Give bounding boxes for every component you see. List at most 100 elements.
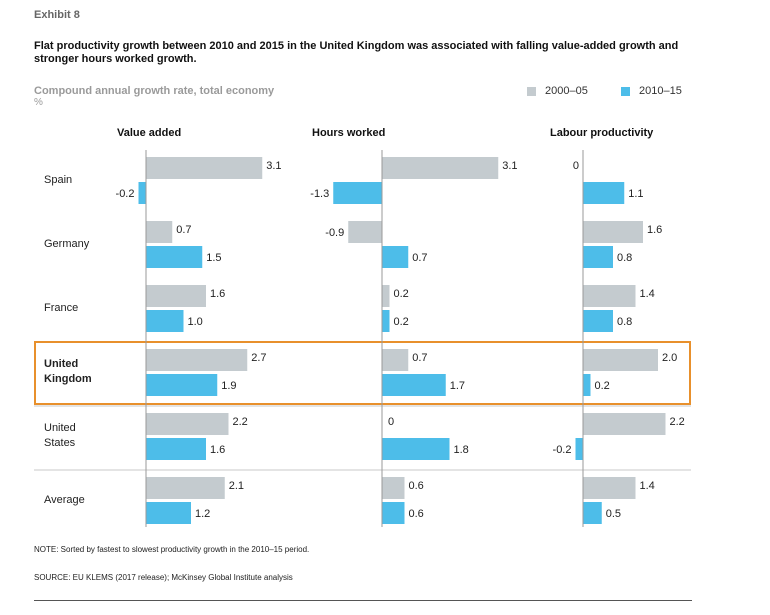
country-label-line: United <box>44 358 79 370</box>
bar-value-added-germany-2000-05 <box>146 221 173 243</box>
data-label-labour-productivity-united-kingdom-2010-15: 0.2 <box>595 380 610 392</box>
bar-value-added-united-states-2010-15 <box>146 438 206 460</box>
bar-labour-productivity-germany-2000-05 <box>583 221 643 243</box>
bar-value-added-average-2010-15 <box>146 502 191 524</box>
data-label-labour-productivity-united-kingdom-2000-05: 2.0 <box>662 352 677 364</box>
bar-labour-productivity-average-2010-15 <box>583 502 602 524</box>
data-label-hours-worked-average-2000-05: 0.6 <box>409 480 424 492</box>
country-label-line: Spain <box>44 173 73 186</box>
panel-title-labour-productivity: Labour productivity <box>550 127 654 139</box>
bar-hours-worked-france-2010-15 <box>382 310 390 332</box>
bar-labour-productivity-united-states-2000-05 <box>583 413 666 435</box>
bar-value-added-united-kingdom-2000-05 <box>146 349 248 371</box>
bar-labour-productivity-united-kingdom-2000-05 <box>583 349 658 371</box>
data-label-value-added-average-2010-15: 1.2 <box>195 508 210 520</box>
country-label-line: United <box>44 422 76 434</box>
bar-value-added-spain-2000-05 <box>146 157 263 179</box>
legend-item-2000-05: 2000–05 <box>527 85 588 97</box>
data-label-hours-worked-germany-2000-05: -0.9 <box>325 227 344 239</box>
data-label-labour-productivity-france-2000-05: 1.4 <box>640 288 655 300</box>
data-label-value-added-united-states-2000-05: 2.2 <box>233 416 248 428</box>
country-label-average: Average <box>44 493 85 508</box>
bar-hours-worked-germany-2010-15 <box>382 246 409 268</box>
bar-hours-worked-france-2000-05 <box>382 285 390 307</box>
bar-value-added-france-2000-05 <box>146 285 206 307</box>
legend-label-2010-15: 2010–15 <box>639 85 682 97</box>
bar-value-added-spain-2010-15 <box>138 182 146 204</box>
chart-subtitle: Compound annual growth rate, total econo… <box>34 85 275 97</box>
country-label-line: Average <box>44 493 85 506</box>
bar-hours-worked-spain-2010-15 <box>333 182 382 204</box>
bar-hours-worked-united-states-2010-15 <box>382 438 450 460</box>
exhibit-label: Exhibit 8 <box>34 9 80 21</box>
data-label-hours-worked-spain-2010-15: -1.3 <box>310 188 329 200</box>
country-label-line: Germany <box>44 237 90 250</box>
data-label-hours-worked-united-states-2010-15: 1.8 <box>454 444 469 456</box>
data-label-labour-productivity-spain-2010-15: 1.1 <box>628 188 643 200</box>
bar-hours-worked-united-kingdom-2010-15 <box>382 374 446 396</box>
bar-value-added-united-kingdom-2010-15 <box>146 374 218 396</box>
footer-rule <box>34 600 692 601</box>
data-label-value-added-average-2000-05: 2.1 <box>229 480 244 492</box>
bar-hours-worked-average-2000-05 <box>382 477 405 499</box>
data-label-value-added-spain-2010-15: -0.2 <box>116 188 135 200</box>
highlight-box-united-kingdom <box>34 341 691 405</box>
data-label-labour-productivity-average-2000-05: 1.4 <box>640 480 655 492</box>
data-label-hours-worked-france-2000-05: 0.2 <box>394 288 409 300</box>
bar-labour-productivity-united-kingdom-2010-15 <box>583 374 591 396</box>
country-label-line: States <box>44 437 76 449</box>
country-label-france: France <box>44 301 78 316</box>
data-label-value-added-france-2000-05: 1.6 <box>210 288 225 300</box>
data-label-labour-productivity-united-states-2010-15: -0.2 <box>553 444 572 456</box>
unit-label: % <box>34 97 43 108</box>
data-label-hours-worked-france-2010-15: 0.2 <box>394 316 409 328</box>
data-label-labour-productivity-france-2010-15: 0.8 <box>617 316 632 328</box>
data-label-labour-productivity-united-states-2000-05: 2.2 <box>670 416 685 428</box>
data-label-value-added-united-states-2010-15: 1.6 <box>210 444 225 456</box>
panel-title-hours-worked: Hours worked <box>312 127 386 139</box>
bar-hours-worked-germany-2000-05 <box>348 221 382 243</box>
legend-swatch-2000-05 <box>527 86 536 96</box>
country-label-spain: Spain <box>44 173 72 188</box>
data-label-hours-worked-average-2010-15: 0.6 <box>409 508 424 520</box>
country-label-united-states: United States <box>44 421 76 451</box>
bar-labour-productivity-united-states-2010-15 <box>575 438 583 460</box>
chart-source: SOURCE: EU KLEMS (2017 release); McKinse… <box>34 573 293 582</box>
bar-value-added-average-2000-05 <box>146 477 225 499</box>
bar-value-added-germany-2010-15 <box>146 246 203 268</box>
data-label-value-added-france-2010-15: 1.0 <box>188 316 203 328</box>
country-label-united-kingdom: United Kingdom <box>44 357 92 387</box>
data-label-value-added-united-kingdom-2010-15: 1.9 <box>221 380 236 392</box>
bar-labour-productivity-average-2000-05 <box>583 477 636 499</box>
bar-hours-worked-united-kingdom-2000-05 <box>382 349 409 371</box>
country-label-line: France <box>44 301 79 314</box>
data-label-labour-productivity-spain-2000-05: 0 <box>573 160 579 172</box>
data-label-labour-productivity-germany-2000-05: 1.6 <box>647 224 662 236</box>
data-label-value-added-germany-2000-05: 0.7 <box>176 224 191 236</box>
panel-title-value-added: Value added <box>117 127 182 139</box>
country-label-line: Kingdom <box>44 373 92 385</box>
legend-swatch-2010-15 <box>621 86 630 96</box>
bar-hours-worked-average-2010-15 <box>382 502 405 524</box>
legend-label-2000-05: 2000–05 <box>545 85 588 97</box>
chart-title: Flat productivity growth between 2010 an… <box>34 40 679 65</box>
bar-labour-productivity-spain-2010-15 <box>583 182 625 204</box>
data-label-hours-worked-united-states-2000-05: 0 <box>388 416 394 428</box>
bar-labour-productivity-france-2000-05 <box>583 285 636 307</box>
data-label-value-added-spain-2000-05: 3.1 <box>266 160 281 172</box>
bar-value-added-france-2010-15 <box>146 310 184 332</box>
legend-item-2010-15: 2010–15 <box>621 85 682 97</box>
data-label-hours-worked-germany-2010-15: 0.7 <box>412 252 427 264</box>
data-label-value-added-united-kingdom-2000-05: 2.7 <box>251 352 266 364</box>
data-label-hours-worked-spain-2000-05: 3.1 <box>502 160 517 172</box>
data-label-labour-productivity-germany-2010-15: 0.8 <box>617 252 632 264</box>
data-label-value-added-germany-2010-15: 1.5 <box>206 252 221 264</box>
bar-labour-productivity-germany-2010-15 <box>583 246 613 268</box>
bar-hours-worked-spain-2000-05 <box>382 157 499 179</box>
bar-value-added-united-states-2000-05 <box>146 413 229 435</box>
bar-chart: 3.1 0.7 1.6 2.7 2.2 2.1 -0.2 1.5 1.0 1.9 1.6 1.2 3.1… <box>34 150 691 527</box>
bar-labour-productivity-france-2010-15 <box>583 310 613 332</box>
chart-note: NOTE: Sorted by fastest to slowest produ… <box>34 545 310 554</box>
data-label-labour-productivity-average-2010-15: 0.5 <box>606 508 621 520</box>
data-label-hours-worked-united-kingdom-2010-15: 1.7 <box>450 380 465 392</box>
